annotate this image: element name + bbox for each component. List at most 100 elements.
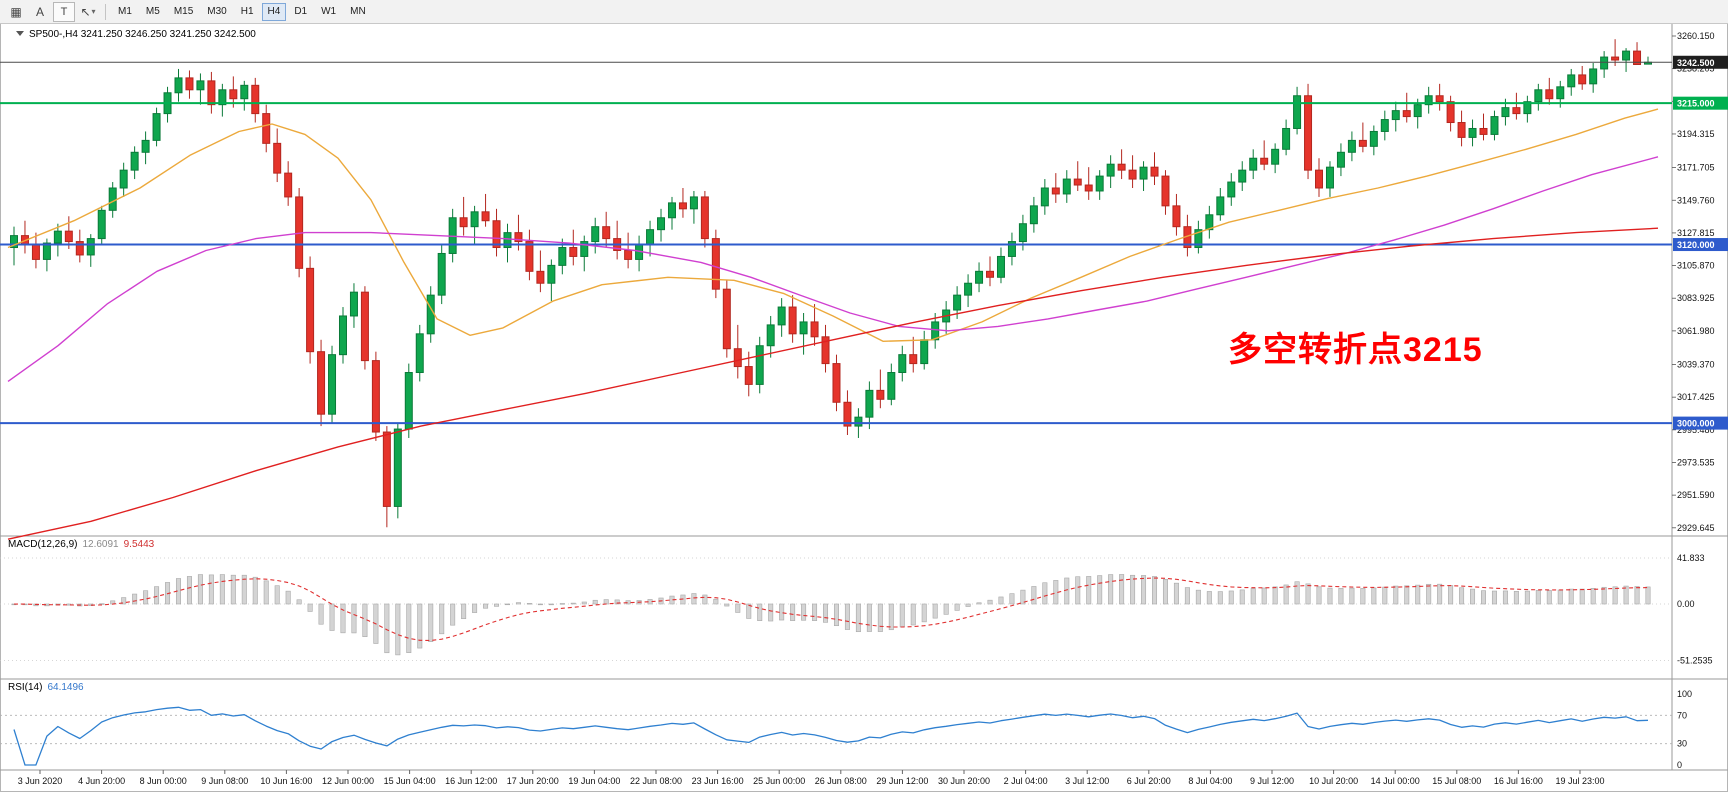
time-tick-label: 25 Jun 00:00 xyxy=(753,776,805,786)
candle xyxy=(1194,229,1203,249)
candle xyxy=(1556,86,1565,100)
timeframe-w1[interactable]: W1 xyxy=(315,3,342,21)
macd-histogram-bar xyxy=(395,603,401,656)
text-tool-button[interactable]: T xyxy=(53,1,75,22)
chart-text-annotation[interactable]: 多空转折点3215 xyxy=(1228,322,1483,371)
candle xyxy=(580,241,589,257)
candle xyxy=(1589,68,1598,85)
candle xyxy=(1073,178,1082,186)
candle xyxy=(1282,127,1291,150)
candle xyxy=(119,169,128,189)
macd-histogram-bar xyxy=(1272,586,1278,605)
timeframe-m30[interactable]: M30 xyxy=(201,3,232,21)
rsi-axis-label: 0 xyxy=(1677,760,1682,770)
macd-histogram-bar xyxy=(428,603,434,642)
macd-histogram-bar xyxy=(252,576,258,605)
macd-histogram-bar xyxy=(1184,587,1190,605)
macd-histogram-bar xyxy=(263,580,269,605)
macd-histogram-bar xyxy=(691,593,697,605)
candle xyxy=(1161,175,1170,207)
macd-name: MACD(12,26,9) xyxy=(8,539,78,550)
macd-histogram-bar xyxy=(1108,574,1114,605)
candle xyxy=(1106,163,1115,177)
timeframe-d1[interactable]: D1 xyxy=(288,3,313,21)
candle xyxy=(810,321,819,338)
candle xyxy=(1007,241,1016,257)
candle xyxy=(602,226,611,240)
macd-histogram-bar xyxy=(197,574,203,605)
candle xyxy=(349,291,358,317)
candle xyxy=(766,324,775,347)
macd-histogram-bar xyxy=(844,603,850,630)
macd-histogram-bar xyxy=(537,603,543,606)
macd-histogram-bar xyxy=(230,574,236,605)
time-tick-label: 16 Jun 12:00 xyxy=(445,776,497,786)
timeframe-m5[interactable]: M5 xyxy=(140,3,166,21)
rsi-value: 64.1496 xyxy=(47,682,84,693)
candle xyxy=(185,77,194,91)
macd-histogram-bar xyxy=(855,603,861,633)
timeframe-h1[interactable]: H1 xyxy=(235,3,260,21)
macd-histogram-bar xyxy=(713,598,719,605)
macd-histogram-bar xyxy=(1064,577,1070,605)
candle xyxy=(481,211,490,222)
candle xyxy=(865,389,874,418)
macd-histogram-bar xyxy=(899,603,905,628)
macd-histogram-bar xyxy=(274,585,280,605)
macd-histogram-bar xyxy=(1382,586,1388,605)
candle xyxy=(415,333,424,374)
macd-axis-label: -51.2535 xyxy=(1677,655,1713,665)
macd-histogram-bar xyxy=(1590,588,1596,605)
candle xyxy=(1578,74,1587,85)
candle xyxy=(1633,50,1642,65)
macd-histogram-bar xyxy=(1404,585,1410,605)
chevron-down-icon: ▾ xyxy=(91,6,96,16)
candle xyxy=(1512,107,1521,115)
candle xyxy=(338,315,347,356)
candle xyxy=(1490,116,1499,135)
macd-histogram-bar xyxy=(1502,590,1508,605)
macd-histogram-bar xyxy=(1513,591,1519,605)
time-tick-label: 2 Jul 04:00 xyxy=(1004,776,1048,786)
annotate-text-button[interactable]: A xyxy=(29,2,51,22)
toolbar-divider xyxy=(105,3,106,20)
medium-ma xyxy=(7,156,1659,382)
time-axis[interactable]: 3 Jun 2020 4 Jun 20:00 8 Jun 00:00 9 Jun 08… xyxy=(18,770,1605,786)
candle xyxy=(1347,139,1356,153)
macd-histogram-bar xyxy=(1327,587,1333,605)
macd-axis-label: 0.00 xyxy=(1677,599,1695,609)
timeframe-h4[interactable]: H4 xyxy=(261,2,287,21)
cursor-tool-button[interactable]: ↖ ▾ xyxy=(77,2,99,22)
price-badge-label: 3000.000 xyxy=(1677,419,1715,429)
candle xyxy=(86,238,95,256)
time-tick-label: 3 Jun 2020 xyxy=(18,776,63,786)
timeframe-mn[interactable]: MN xyxy=(344,3,372,21)
macd-histogram-bar xyxy=(526,603,532,605)
moving-averages-layer xyxy=(7,108,1659,540)
macd-histogram-bar xyxy=(1612,586,1618,605)
macd-histogram-bar xyxy=(483,603,489,609)
candle xyxy=(459,217,468,228)
candle xyxy=(470,211,479,228)
macd-panel: 41.833 0.00 -51.2535 xyxy=(0,553,1713,665)
timeframe-m15[interactable]: M15 xyxy=(168,3,199,21)
macd-histogram-bar xyxy=(285,590,291,605)
candle xyxy=(273,142,282,174)
candle xyxy=(996,255,1005,278)
candle xyxy=(1271,148,1280,165)
price-tick-label: 2951.590 xyxy=(1677,490,1715,500)
timeframe-m1[interactable]: M1 xyxy=(112,3,138,21)
macd-histogram-bar xyxy=(1195,589,1201,605)
macd-axis-label: 41.833 xyxy=(1677,553,1705,563)
candle xyxy=(1117,163,1126,171)
rsi-axis-label: 100 xyxy=(1677,689,1692,699)
candle xyxy=(733,348,742,368)
candle xyxy=(1029,205,1038,225)
macd-histogram-bar xyxy=(943,603,949,615)
candle xyxy=(975,270,984,284)
candle xyxy=(909,354,918,365)
candle xyxy=(1545,89,1554,100)
candle xyxy=(1260,157,1269,165)
chart-grid-icon[interactable]: ▦ xyxy=(5,2,27,22)
